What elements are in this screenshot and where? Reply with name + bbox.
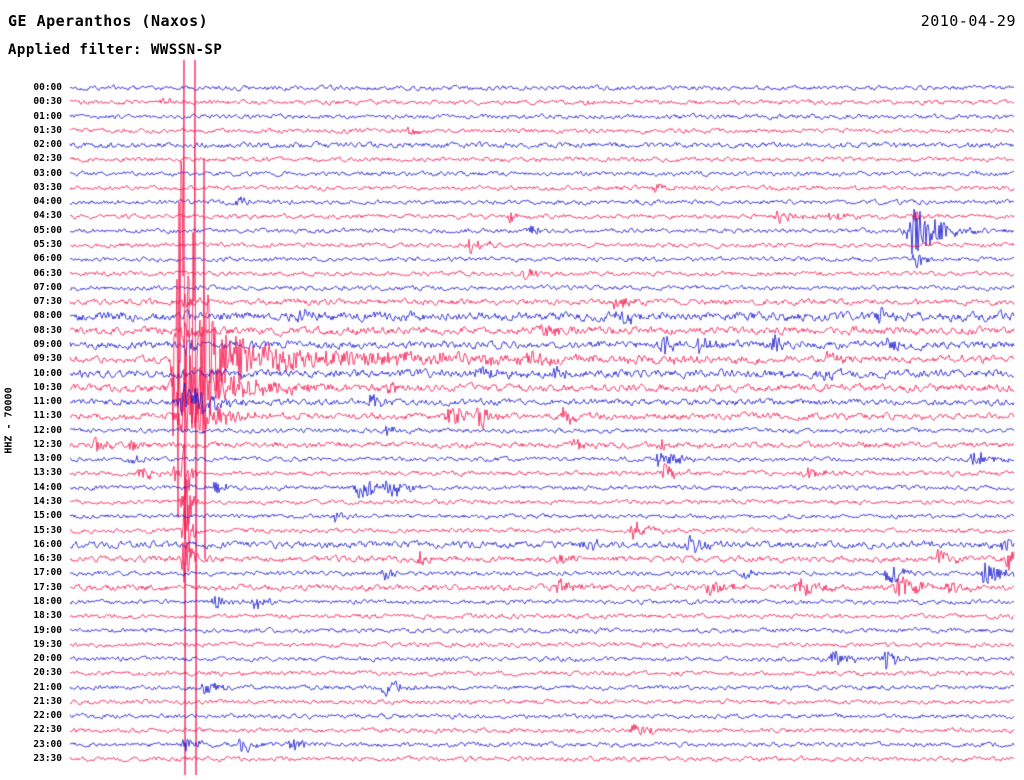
- time-label: 12:00: [33, 424, 62, 436]
- time-label: 22:00: [33, 710, 62, 722]
- time-label: 09:00: [33, 338, 62, 350]
- time-label: 01:00: [33, 110, 62, 122]
- time-label: 04:30: [33, 210, 62, 222]
- time-label: 18:30: [33, 610, 62, 622]
- time-label: 05:30: [33, 239, 62, 251]
- time-label: 20:00: [33, 653, 62, 665]
- time-label: 05:00: [33, 224, 62, 236]
- time-label: 12:30: [33, 438, 62, 450]
- time-label: 23:30: [33, 753, 62, 764]
- time-label: 20:30: [33, 667, 62, 679]
- time-label: 22:30: [33, 724, 62, 736]
- time-label: 15:30: [33, 524, 62, 536]
- time-label: 11:30: [33, 410, 62, 422]
- time-label: 17:30: [33, 581, 62, 593]
- time-label: 06:00: [33, 253, 62, 265]
- time-label: 02:00: [33, 139, 62, 151]
- station-title: GE Aperanthos (Naxos): [8, 12, 209, 30]
- time-label: 10:00: [33, 367, 62, 379]
- time-label: 19:30: [33, 638, 62, 650]
- time-label: 16:30: [33, 553, 62, 565]
- time-label: 13:30: [33, 467, 62, 479]
- time-label: 16:00: [33, 538, 62, 550]
- time-label: 03:30: [33, 181, 62, 193]
- time-label: 13:00: [33, 453, 62, 465]
- date-label: 2010-04-29: [920, 12, 1016, 30]
- time-label: 21:30: [33, 695, 62, 707]
- channel-label: HHZ - 70000: [3, 387, 15, 454]
- time-label: 07:00: [33, 281, 62, 293]
- time-label: 03:00: [33, 167, 62, 179]
- time-label: 06:30: [33, 267, 62, 279]
- time-label: 17:00: [33, 567, 62, 579]
- time-label: 23:00: [33, 738, 62, 750]
- time-label: 21:00: [33, 681, 62, 693]
- time-label: 08:00: [33, 310, 62, 322]
- time-label: 10:30: [33, 381, 62, 393]
- time-label: 19:00: [33, 624, 62, 636]
- time-label: 01:30: [33, 124, 62, 136]
- time-label: 00:30: [33, 96, 62, 108]
- time-label: 14:00: [33, 481, 62, 493]
- time-label: 02:30: [33, 153, 62, 165]
- time-label: 15:00: [33, 510, 62, 522]
- time-label: 07:30: [33, 296, 62, 308]
- filter-label: Applied filter: WWSSN-SP: [8, 42, 223, 58]
- time-label: 18:00: [33, 595, 62, 607]
- time-label: 09:30: [33, 353, 62, 365]
- time-label: 14:30: [33, 496, 62, 508]
- time-label: 08:30: [33, 324, 62, 336]
- time-label: 00:00: [33, 82, 62, 93]
- time-label: 04:00: [33, 196, 62, 208]
- time-label: 11:00: [33, 396, 62, 408]
